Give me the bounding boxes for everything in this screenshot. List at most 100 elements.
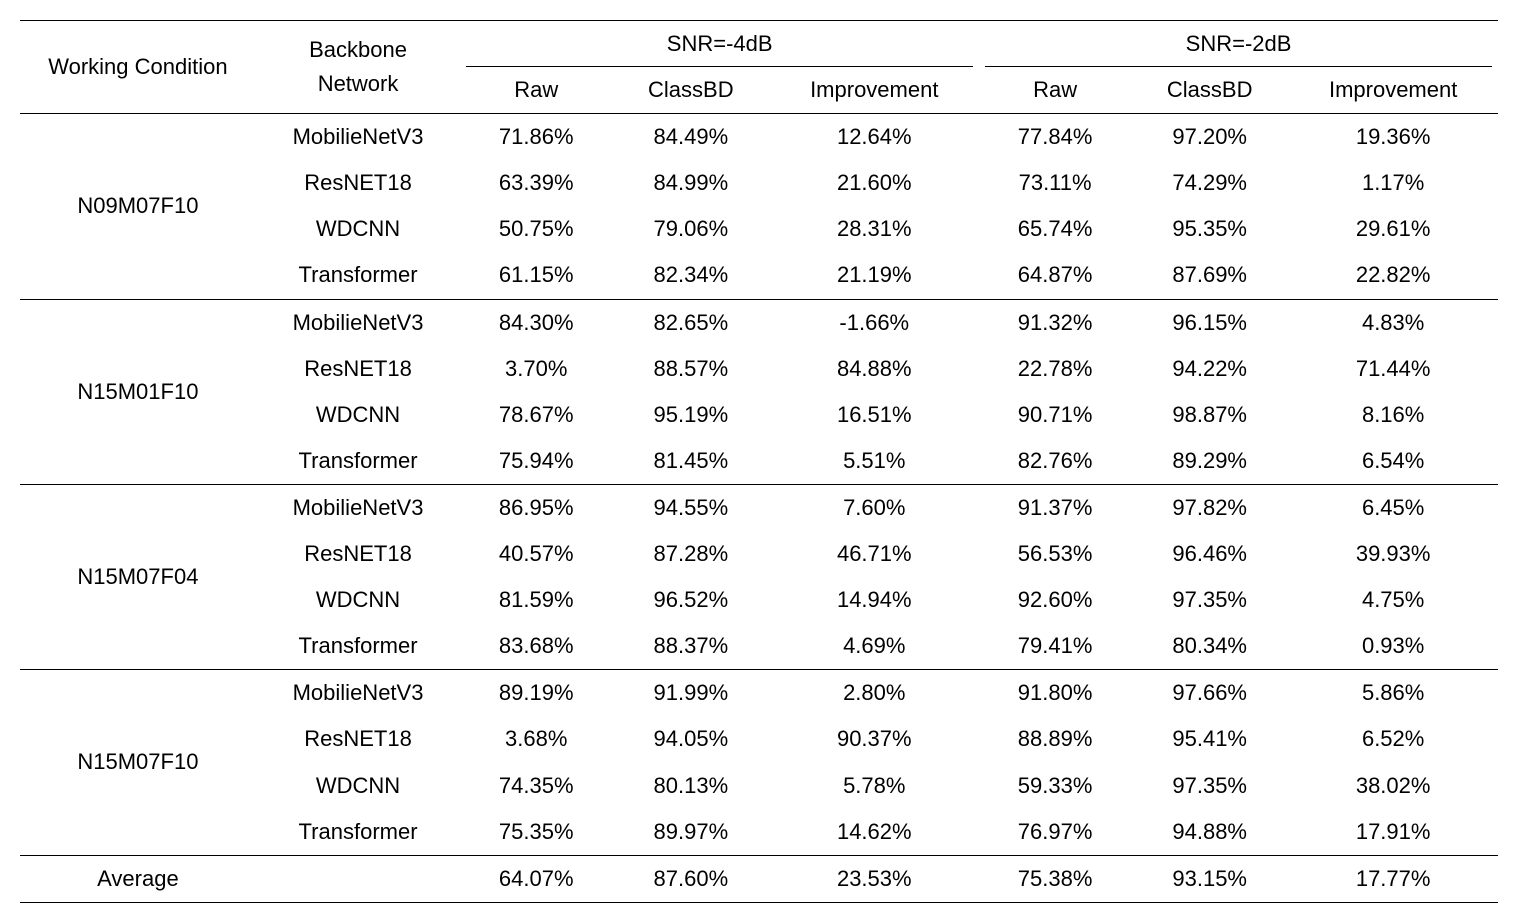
average-improvement2: 17.77% [1288, 855, 1498, 902]
raw2-cell: 22.78% [979, 346, 1131, 392]
header-raw2: Raw [979, 67, 1131, 114]
backbone-cell: Transformer [256, 809, 460, 856]
classbd2-cell: 74.29% [1131, 160, 1288, 206]
classbd2-cell: 94.88% [1131, 809, 1288, 856]
working-condition-cell: N09M07F10 [20, 114, 256, 299]
classbd-cell: 84.99% [612, 160, 769, 206]
improvement-cell: 14.62% [769, 809, 979, 856]
header-classbd2: ClassBD [1131, 67, 1288, 114]
working-condition-cell: N15M07F04 [20, 484, 256, 669]
classbd-cell: 81.45% [612, 438, 769, 485]
raw-cell: 63.39% [460, 160, 612, 206]
improvement2-cell: 6.54% [1288, 438, 1498, 485]
average-empty [256, 855, 460, 902]
classbd-cell: 88.57% [612, 346, 769, 392]
improvement-cell: 84.88% [769, 346, 979, 392]
table-row: N09M07F10MobilieNetV371.86%84.49%12.64%7… [20, 114, 1498, 161]
raw-cell: 75.35% [460, 809, 612, 856]
improvement2-cell: 17.91% [1288, 809, 1498, 856]
backbone-cell: ResNET18 [256, 531, 460, 577]
improvement2-cell: 19.36% [1288, 114, 1498, 161]
improvement2-cell: 0.93% [1288, 623, 1498, 670]
backbone-cell: WDCNN [256, 206, 460, 252]
backbone-cell: MobilieNetV3 [256, 114, 460, 161]
raw-cell: 86.95% [460, 484, 612, 531]
improvement-cell: 12.64% [769, 114, 979, 161]
raw-cell: 40.57% [460, 531, 612, 577]
improvement-cell: 16.51% [769, 392, 979, 438]
backbone-cell: MobilieNetV3 [256, 299, 460, 346]
classbd2-cell: 97.82% [1131, 484, 1288, 531]
header-snr2: SNR=-2dB [979, 21, 1498, 68]
average-raw2: 75.38% [979, 855, 1131, 902]
improvement2-cell: 29.61% [1288, 206, 1498, 252]
raw-cell: 50.75% [460, 206, 612, 252]
improvement2-cell: 71.44% [1288, 346, 1498, 392]
table-row: N15M07F10MobilieNetV389.19%91.99%2.80%91… [20, 670, 1498, 717]
classbd2-cell: 97.66% [1131, 670, 1288, 717]
results-table: Working ConditionBackbone NetworkSNR=-4d… [20, 20, 1498, 903]
raw-cell: 3.68% [460, 716, 612, 762]
header-improvement: Improvement [769, 67, 979, 114]
raw2-cell: 88.89% [979, 716, 1131, 762]
classbd-cell: 96.52% [612, 577, 769, 623]
backbone-cell: WDCNN [256, 577, 460, 623]
header-classbd: ClassBD [612, 67, 769, 114]
header-snr1: SNR=-4dB [460, 21, 979, 68]
improvement2-cell: 38.02% [1288, 763, 1498, 809]
table-row: N15M07F04MobilieNetV386.95%94.55%7.60%91… [20, 484, 1498, 531]
backbone-cell: MobilieNetV3 [256, 484, 460, 531]
classbd-cell: 80.13% [612, 763, 769, 809]
classbd-cell: 95.19% [612, 392, 769, 438]
raw2-cell: 64.87% [979, 252, 1131, 299]
improvement-cell: 46.71% [769, 531, 979, 577]
working-condition-cell: N15M07F10 [20, 670, 256, 855]
improvement2-cell: 4.75% [1288, 577, 1498, 623]
improvement-cell: 14.94% [769, 577, 979, 623]
backbone-cell: Transformer [256, 252, 460, 299]
improvement2-cell: 5.86% [1288, 670, 1498, 717]
classbd-cell: 94.55% [612, 484, 769, 531]
classbd2-cell: 87.69% [1131, 252, 1288, 299]
raw2-cell: 65.74% [979, 206, 1131, 252]
average-classbd: 87.60% [612, 855, 769, 902]
raw2-cell: 91.32% [979, 299, 1131, 346]
backbone-cell: WDCNN [256, 392, 460, 438]
average-row: Average64.07%87.60%23.53%75.38%93.15%17.… [20, 855, 1498, 902]
backbone-cell: ResNET18 [256, 160, 460, 206]
improvement-cell: 90.37% [769, 716, 979, 762]
raw2-cell: 92.60% [979, 577, 1131, 623]
backbone-cell: ResNET18 [256, 716, 460, 762]
improvement2-cell: 8.16% [1288, 392, 1498, 438]
average-raw: 64.07% [460, 855, 612, 902]
classbd2-cell: 96.46% [1131, 531, 1288, 577]
improvement-cell: 2.80% [769, 670, 979, 717]
average-improvement: 23.53% [769, 855, 979, 902]
raw2-cell: 91.80% [979, 670, 1131, 717]
raw-cell: 83.68% [460, 623, 612, 670]
classbd2-cell: 94.22% [1131, 346, 1288, 392]
classbd2-cell: 97.35% [1131, 577, 1288, 623]
improvement2-cell: 1.17% [1288, 160, 1498, 206]
table-body: Working ConditionBackbone NetworkSNR=-4d… [20, 21, 1498, 903]
raw-cell: 75.94% [460, 438, 612, 485]
classbd-cell: 79.06% [612, 206, 769, 252]
improvement2-cell: 22.82% [1288, 252, 1498, 299]
improvement-cell: 5.78% [769, 763, 979, 809]
header-backbone-network: Backbone Network [256, 21, 460, 114]
improvement-cell: 21.19% [769, 252, 979, 299]
backbone-cell: Transformer [256, 623, 460, 670]
classbd2-cell: 89.29% [1131, 438, 1288, 485]
improvement2-cell: 6.45% [1288, 484, 1498, 531]
improvement-cell: 28.31% [769, 206, 979, 252]
improvement-cell: 21.60% [769, 160, 979, 206]
classbd-cell: 94.05% [612, 716, 769, 762]
working-condition-cell: N15M01F10 [20, 299, 256, 484]
average-classbd2: 93.15% [1131, 855, 1288, 902]
raw-cell: 61.15% [460, 252, 612, 299]
classbd-cell: 82.34% [612, 252, 769, 299]
raw2-cell: 79.41% [979, 623, 1131, 670]
raw-cell: 3.70% [460, 346, 612, 392]
raw2-cell: 76.97% [979, 809, 1131, 856]
classbd2-cell: 96.15% [1131, 299, 1288, 346]
